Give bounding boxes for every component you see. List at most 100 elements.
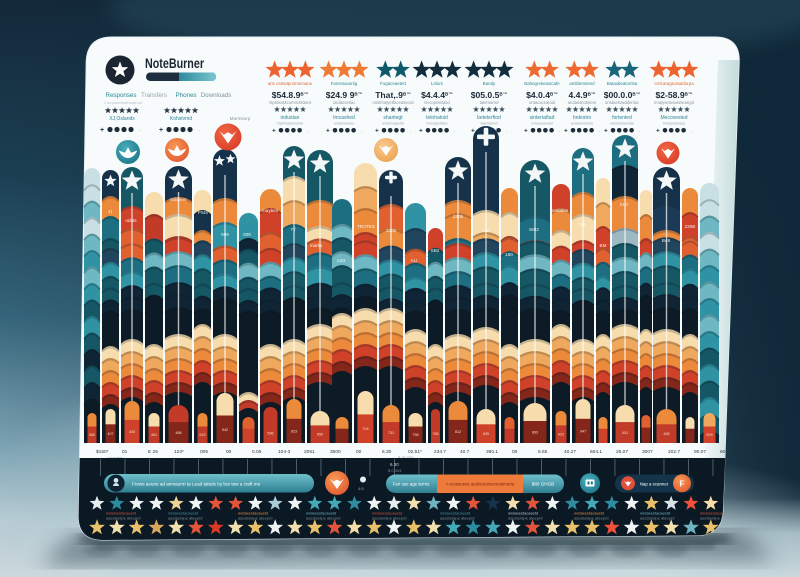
svg-text:That,.9B™: That,.9B™ [375,90,411,100]
svg-text:515: 515 [199,433,205,437]
svg-text:wrdaxestacaeetd: wrdaxestacaeetd [640,511,670,516]
svg-text:407: 407 [107,432,113,436]
svg-text:005: 005 [200,449,208,455]
svg-text:industan: industan [281,115,300,121]
svg-text:3007: 3007 [642,449,653,455]
svg-text:488: 488 [175,431,181,435]
svg-text:asestardpe ateeprd: asestardpe ateeprd [168,516,202,521]
svg-text:104-3: 104-3 [278,449,291,455]
svg-text:Imatysetosaseteangd: Imatysetosaseteangd [654,100,694,105]
svg-text:893: 893 [532,431,538,435]
svg-text:xJd: xJd [482,228,490,233]
svg-text:tatemarnd: tatemarnd [480,100,500,105]
svg-text:Lnlors: Lnlors [431,81,444,86]
svg-text:920: 920 [558,433,564,437]
svg-text:00: 00 [226,449,232,455]
svg-text:restates: restates [552,208,569,213]
svg-text:ambiterstesd: ambiterstesd [569,81,595,86]
svg-text:2305: 2305 [386,228,397,233]
svg-text:Comparestafcrsalnod: Comparestafcrsalnod [104,100,142,105]
svg-text:2051: 2051 [304,449,315,455]
svg-text:Optimaskcomm: Optimaskcomm [277,122,303,126]
svg-text:ondansetlac: ondansetlac [334,122,355,126]
svg-text:748: 748 [578,222,586,227]
svg-text:01: 01 [122,449,128,455]
svg-text:4:5: 4:5 [358,486,364,491]
svg-text:40.7: 40.7 [460,449,470,455]
svg-text:·: · [506,129,508,134]
svg-text:230B: 230B [685,224,696,229]
svg-text:hrdestro: hrdestro [573,115,592,121]
svg-text:02.51*: 02.51* [408,449,422,455]
svg-text:wrdaxestacaeetd: wrdaxestacaeetd [238,511,268,516]
svg-text:asestardpe ateeprd: asestardpe ateeprd [700,516,734,521]
svg-text:542: 542 [222,428,228,432]
svg-text:asestardpe ateeprd: asestardpe ateeprd [640,516,674,521]
svg-text:461: 461 [151,433,157,437]
svg-text:Mecovested: Mecovested [661,115,688,121]
svg-text:704: 704 [362,427,368,431]
svg-text:wrdaxestacaeetd: wrdaxestacaeetd [508,511,538,516]
svg-text:XJ,Oslands: XJ,Oslands [109,116,135,122]
svg-text:tercopestatod: tercopestatod [424,100,450,105]
svg-text:NoteBurner: NoteBurner [145,56,205,71]
svg-text:Nap a scanner: Nap a scanner [640,482,669,487]
svg-text:Marmsorp: Marmsorp [230,116,251,121]
svg-text:604.7: 604.7 [720,449,732,455]
svg-text:crrtcaragtcatutdorpa: crrtcaragtcatutdorpa [654,81,694,86]
svg-text:$00.0.0B™: $00.0.0B™ [604,90,641,100]
svg-text:90.07: 90.07 [694,449,706,455]
svg-text:asestardpe ateeprd: asestardpe ateeprd [508,516,542,521]
svg-text:$150*: $150* [96,449,109,455]
svg-text:PSIS: PSIS [198,210,208,215]
svg-text:$80 GHGB: $80 GHGB [532,482,554,487]
svg-text:wrdaxestacaeetd: wrdaxestacaeetd [440,511,470,516]
svg-text:$4.0.4B™: $4.0.4B™ [526,90,558,100]
svg-text:asestardpe ateeprd: asestardpe ateeprd [372,516,406,521]
svg-text:wrdaxestacaeetd: wrdaxestacaeetd [574,511,604,516]
svg-text:·: · [410,129,412,134]
svg-text:rabits: rabits [125,218,137,223]
svg-text:E 25: E 25 [148,449,158,455]
svg-text:·: · [454,129,456,134]
svg-text:455: 455 [663,432,669,436]
svg-text:wrdaxestacaeetd: wrdaxestacaeetd [372,511,402,516]
svg-text:Bataxbeatortisa: Bataxbeatortisa [607,81,638,86]
svg-text:onstmatyetfa: onstmatyetfa [382,122,405,126]
svg-text:Optimaskcomm363ant: Optimaskcomm363ant [269,100,312,105]
svg-text:401: 401 [622,431,628,435]
svg-text:ontacaceatoid: ontacaceatoid [529,100,556,105]
svg-text:3500: 3500 [330,449,341,455]
svg-text:asestardpe ateeprd: asestardpe ateeprd [106,516,140,521]
svg-text:+: + [604,128,608,135]
svg-text:390.1: 390.1 [486,449,498,455]
svg-text:$24.9 9B™: $24.9 9B™ [326,90,363,100]
svg-text:40.27: 40.27 [564,449,576,455]
svg-text:maybes: maybes [262,208,279,213]
svg-text:wrdaxestacaeetd: wrdaxestacaeetd [106,511,136,516]
svg-text:| scanba: | scanba [107,455,123,460]
svg-text:380: 380 [89,433,95,437]
svg-text:00: 00 [356,449,362,455]
svg-text:·: · [559,129,561,134]
svg-text:ontacaceatoi: ontacaceatoi [531,122,553,126]
svg-text:+: + [419,128,423,135]
svg-text:Kohstvmd: Kohstvmd [170,116,192,122]
svg-text:999: 999 [221,232,229,237]
svg-text:234.7: 234.7 [434,449,446,455]
svg-text:785: 785 [432,432,438,436]
svg-text:tercopestato: tercopestato [427,122,448,126]
svg-text:asestardpe ateeprd: asestardpe ateeprd [440,516,474,521]
svg-text:$2-58.9B™: $2-58.9B™ [655,90,692,100]
svg-text:009: 009 [243,232,251,237]
svg-text:F: F [680,480,685,489]
svg-text:0.05: 0.05 [252,449,262,455]
svg-text:Imatysetosas: Imatysetosas [663,122,685,126]
svg-text:6.65: 6.65 [538,449,548,455]
svg-text:Responses: Responses [106,92,137,99]
svg-text:andassnotniere: andassnotniere [568,100,597,105]
svg-text:6.30: 6.30 [382,449,392,455]
svg-text:650: 650 [317,433,323,437]
svg-text:beteterftod: beteterftod [477,115,501,121]
svg-text:onstmatyetfaceaseord: onstmatyetfaceaseord [372,100,414,105]
